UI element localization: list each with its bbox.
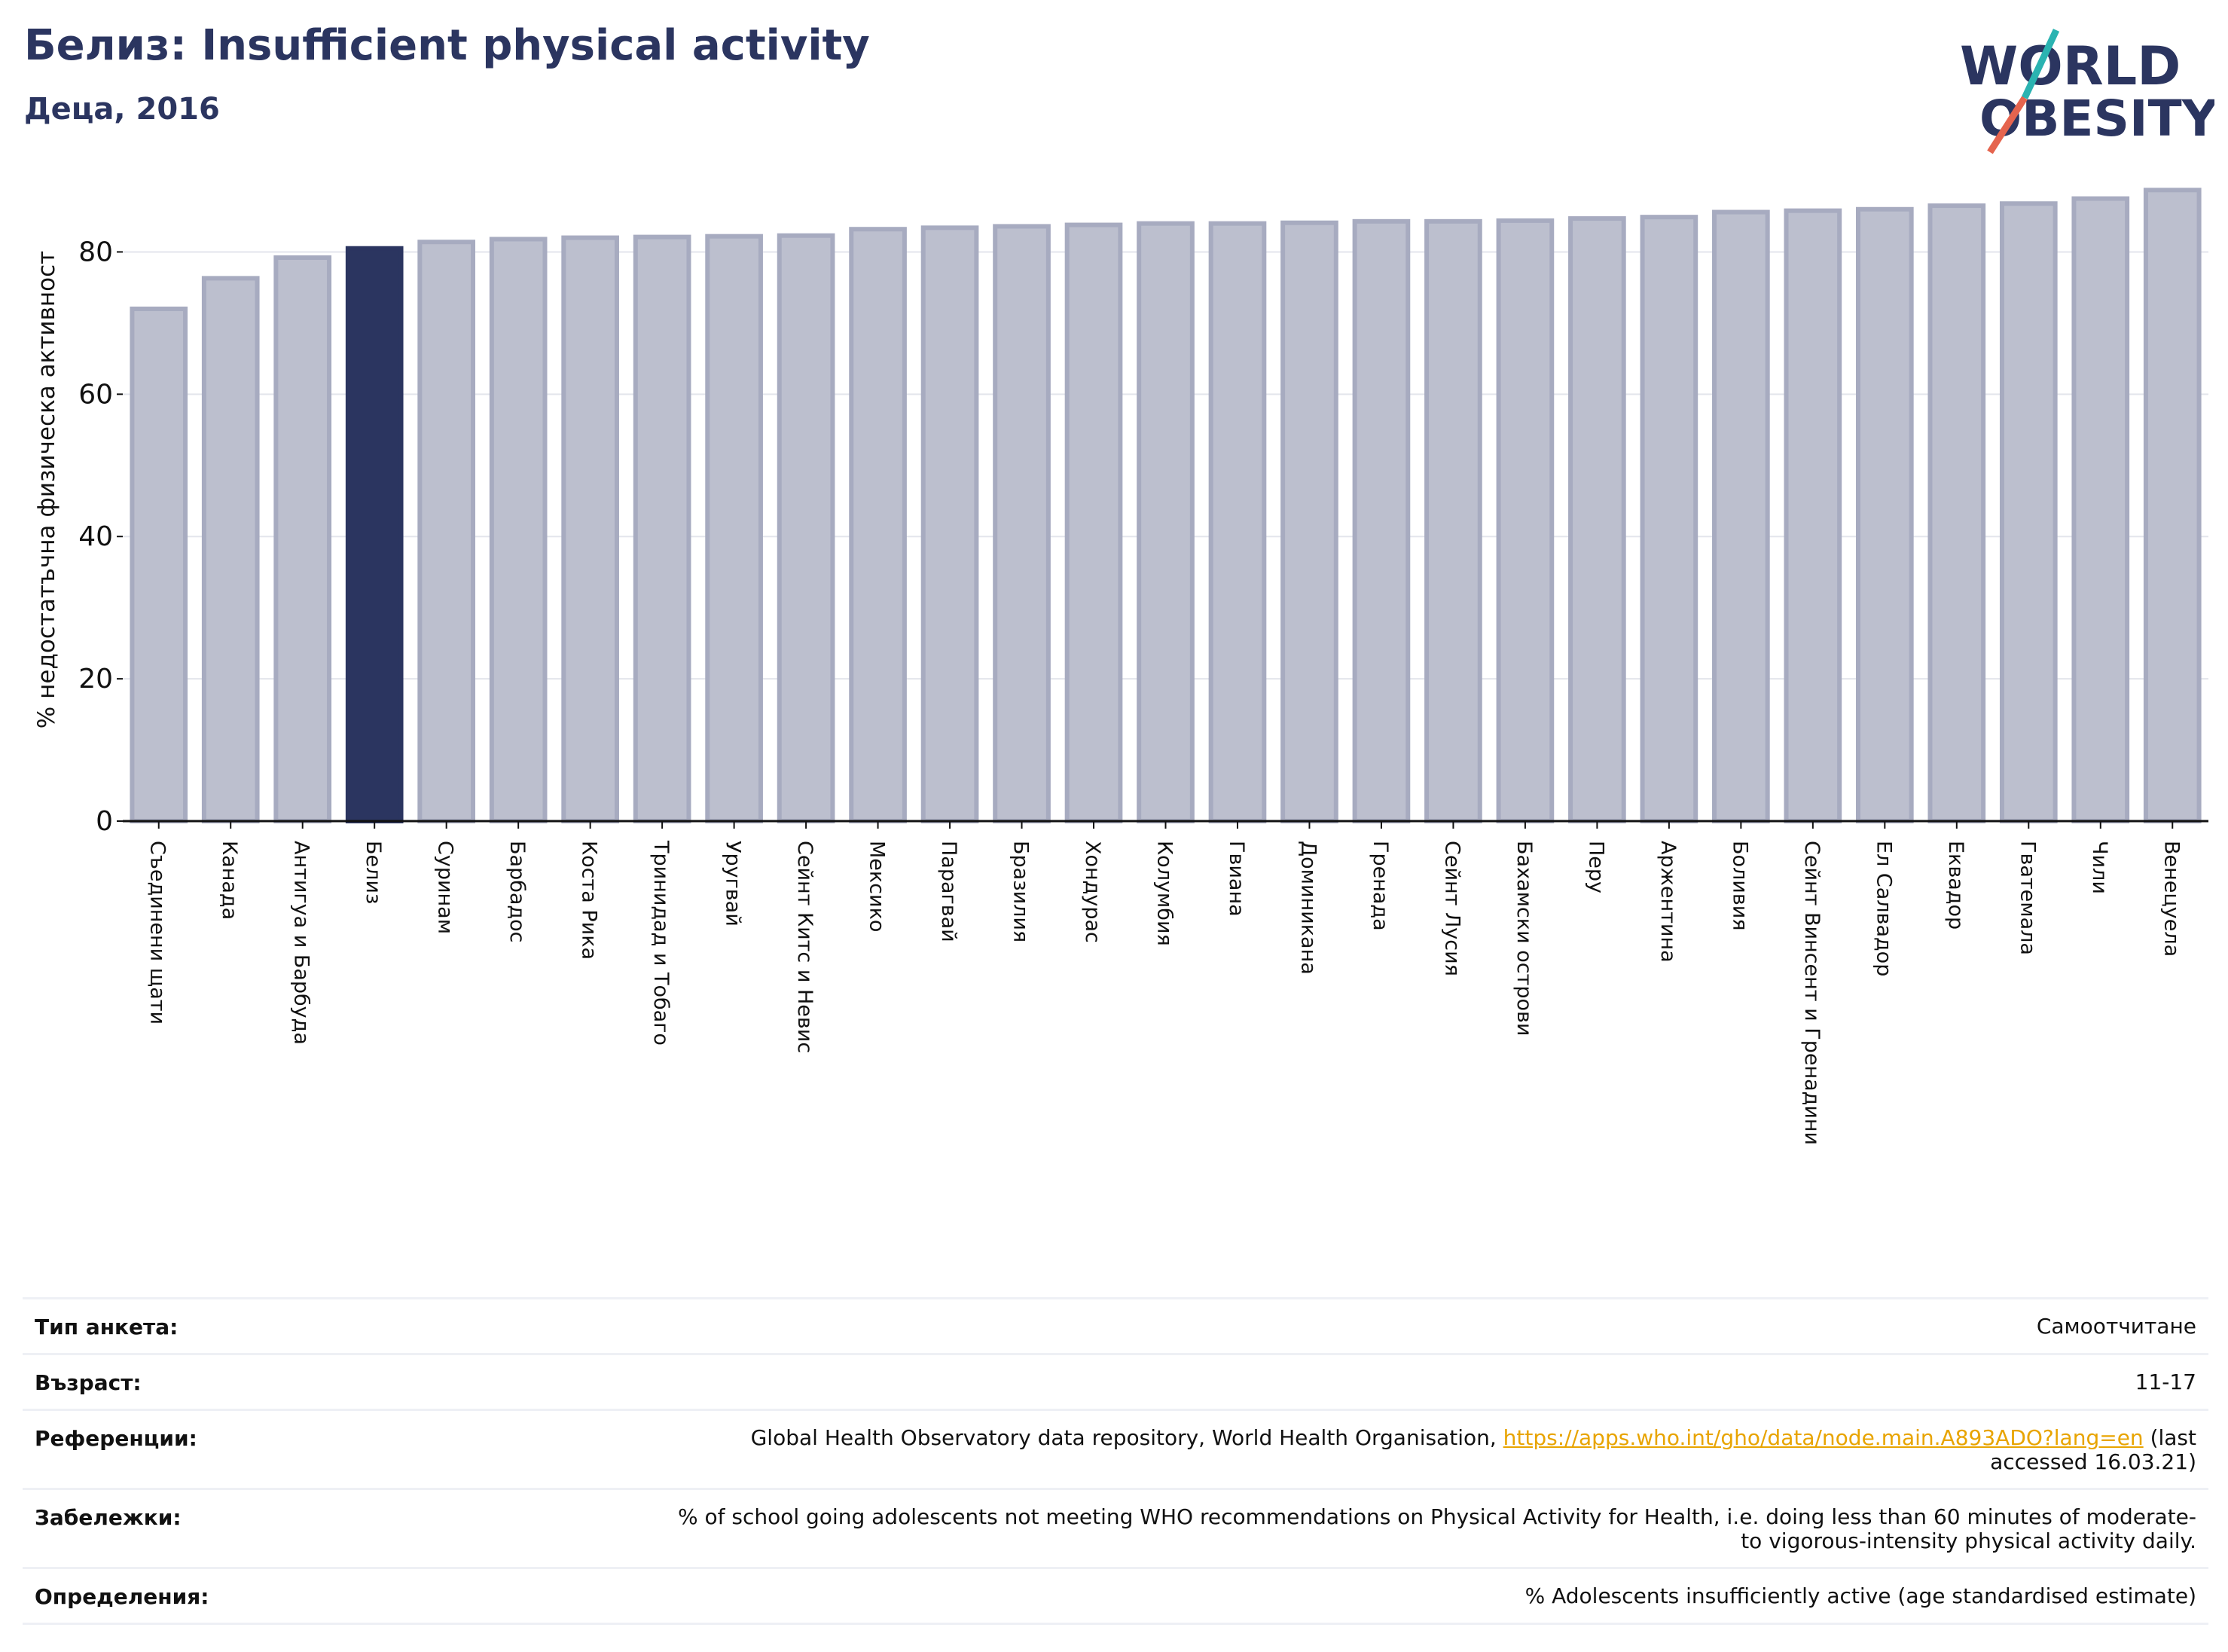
bar-14 [1064, 222, 1123, 823]
x-tick-label: Канада [218, 841, 241, 920]
x-tick-label: Суринам [434, 841, 457, 934]
x-tick-label: Ел Салвадор [1872, 841, 1895, 976]
x-tick-label: Венецуела [2159, 841, 2183, 957]
x-tick-label: Сейнт Лусия [1440, 841, 1463, 976]
x-tick-label: Хондурас [1081, 841, 1104, 943]
page-title: Белиз: Insufficient physical activity [24, 21, 870, 70]
x-tick-label: Антигуа и Барбуда [290, 841, 313, 1045]
logo-word-obesity: OBESITY [1979, 90, 2214, 148]
bar-4 [345, 246, 404, 823]
bar-29 [2143, 188, 2202, 823]
x-tick-label: Мексико [865, 841, 889, 932]
survey-type-label: Тип анкета: [35, 1315, 179, 1339]
x-tick-label: Доминикана [1296, 841, 1320, 975]
bar-13 [993, 224, 1051, 823]
x-tick-label: Тринидад и Тобаго [649, 840, 673, 1046]
y-tick-label: 40 [78, 521, 113, 552]
meta-row-age: Възраст: 11-17 [23, 1353, 2208, 1409]
meta-row-survey-type: Тип анкета: Самоотчитане [23, 1297, 2208, 1353]
bars [130, 188, 2202, 824]
bar-25 [1855, 206, 1914, 823]
bar-19 [1424, 218, 1482, 824]
bar-8 [633, 234, 691, 824]
x-tick-label: Белиз [362, 841, 385, 904]
bar-11 [849, 227, 907, 823]
references-link[interactable]: https://apps.who.int/gho/data/node.main.… [1503, 1425, 2144, 1450]
x-tick-label: Бразилия [1009, 841, 1033, 942]
age-label: Възраст: [35, 1370, 142, 1395]
definitions-value: % Adolescents insufficiently active (age… [1525, 1583, 2196, 1608]
metadata-table: Тип анкета: Самоотчитане Възраст: 11-17 … [23, 1297, 2208, 1625]
bar-21 [1568, 216, 1626, 823]
page-subtitle: Деца, 2016 [24, 92, 220, 127]
x-tick-label: Съединени щати [146, 841, 169, 1024]
x-tick-label: Уругвай [722, 841, 745, 927]
notes-label: Забележки: [35, 1505, 182, 1530]
meta-row-references: Референции: Global Health Observatory da… [23, 1409, 2208, 1488]
logo-slash-orange [1987, 96, 2028, 154]
bar-3 [273, 255, 332, 823]
bar-9 [705, 234, 763, 823]
y-tick-label: 0 [96, 806, 113, 837]
x-tick-label: Еквадор [1944, 841, 1967, 930]
y-tick-label: 20 [78, 664, 113, 695]
references-value: Global Health Observatory data repositor… [675, 1426, 2196, 1474]
x-tick-label: Парагвай [937, 841, 960, 942]
x-tick-label: Аржентина [1656, 841, 1680, 963]
bar-2 [201, 276, 260, 823]
bar-5 [417, 240, 476, 823]
x-tick-label: Боливия [1728, 841, 1751, 931]
bar-20 [1496, 218, 1555, 823]
x-tick-label: Коста Рика [578, 841, 601, 960]
x-tick-label: Сейнт Китс и Невис [793, 841, 816, 1053]
logo-slash-teal [2021, 29, 2060, 99]
references-label: Референции: [35, 1426, 197, 1451]
bar-27 [1999, 201, 2058, 823]
bar-28 [2071, 196, 2130, 824]
meta-row-definitions: Определения: % Adolescents insufficientl… [23, 1567, 2208, 1625]
world-obesity-logo: WORLD OBESITY [1960, 29, 2214, 154]
y-tick-label: 60 [78, 379, 113, 410]
y-tick-label: 80 [78, 237, 113, 267]
definitions-label: Определения: [35, 1584, 209, 1609]
age-value: 11-17 [2135, 1370, 2196, 1394]
x-tick-label: Гвиана [1225, 841, 1248, 917]
x-tick-label: Сейнт Винсент и Гренадини [1800, 841, 1824, 1145]
bar-10 [777, 233, 835, 823]
survey-type-value: Самоотчитане [2036, 1314, 2196, 1339]
x-tick-label: Гренада [1369, 841, 1392, 931]
bar-chart: 0 20 40 60 80 Съединени щати Канада Антигуа и Б… [33, 188, 2208, 1145]
logo-word-world: WORLD [1960, 35, 2181, 97]
labels: 0 20 40 60 80 Съединени щати Канада Антигуа и Б… [78, 237, 2183, 1145]
bar-18 [1352, 218, 1411, 824]
bar-26 [1927, 203, 1986, 823]
x-tick-label: Колумбия [1153, 841, 1177, 946]
bar-16 [1208, 221, 1267, 823]
bar-22 [1640, 215, 1698, 823]
bar-1 [130, 307, 188, 823]
bar-6 [489, 237, 548, 823]
x-tick-label: Гватемала [2016, 841, 2039, 955]
x-tick-label: Барбадос [505, 841, 529, 942]
meta-row-notes: Забележки: % of school going adolescents… [23, 1488, 2208, 1567]
axes [117, 251, 2208, 829]
notes-value: % of school going adolescents not meetin… [677, 1504, 2196, 1553]
references-suffix: (last accessed 16.03.21) [1990, 1425, 2196, 1474]
bar-17 [1280, 220, 1338, 823]
bar-15 [1137, 221, 1195, 823]
bar-7 [561, 235, 619, 823]
bar-23 [1712, 209, 1770, 823]
bar-24 [1784, 208, 1842, 823]
x-tick-label: Бахамски острови [1512, 841, 1536, 1036]
x-tick-label: Чили [2088, 841, 2111, 894]
bar-12 [920, 225, 979, 824]
references-text: Global Health Observatory data repositor… [750, 1425, 1503, 1450]
y-axis-label: % недостатъчна физическа активност [33, 251, 60, 728]
x-tick-label: Перу [1584, 841, 1607, 893]
